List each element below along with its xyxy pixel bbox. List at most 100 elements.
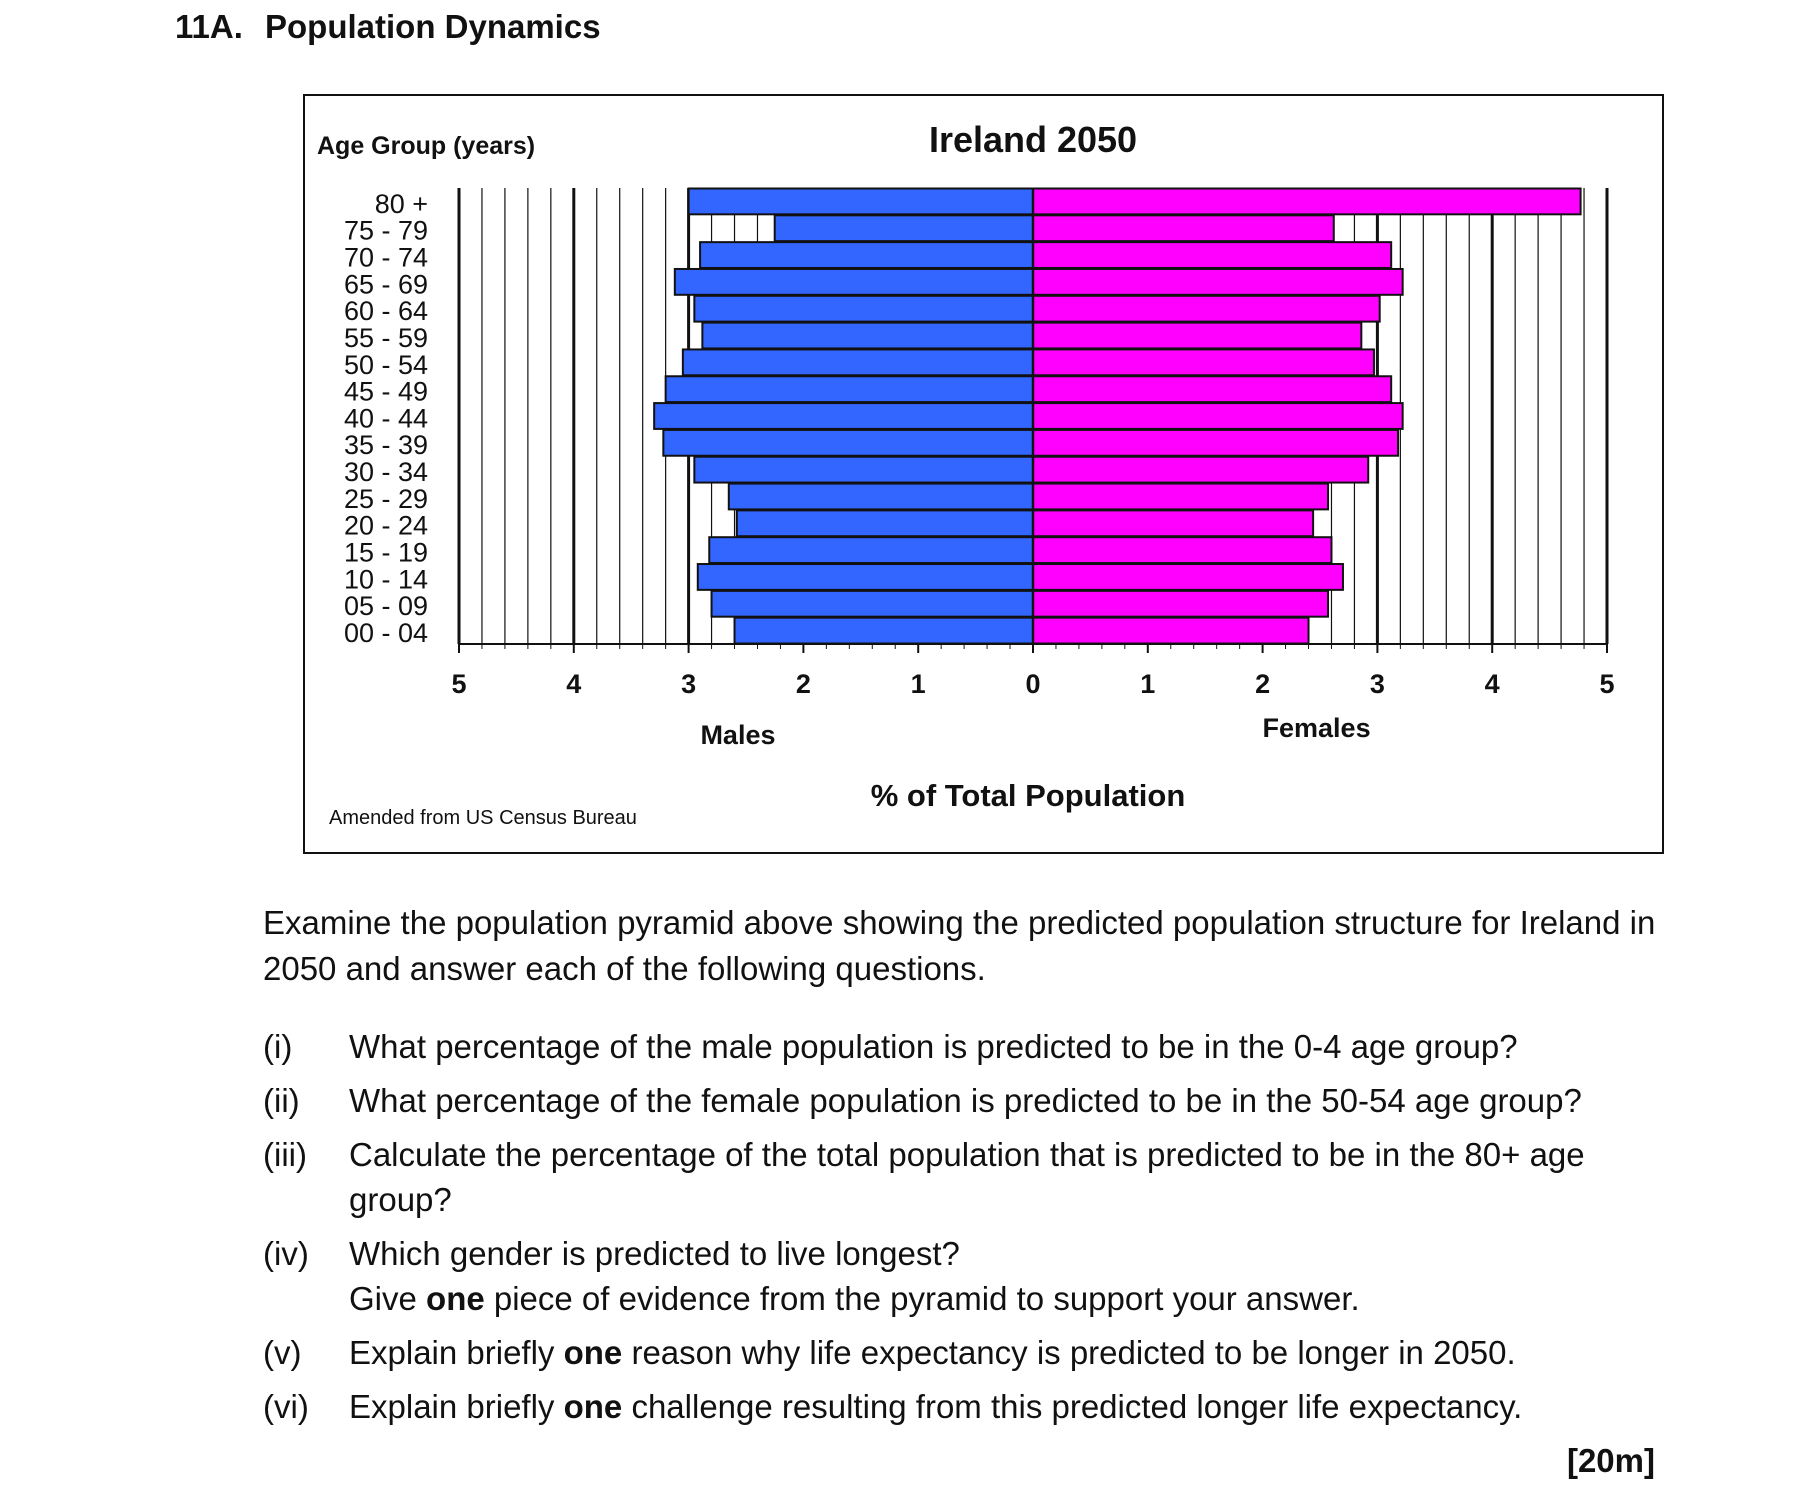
y-axis-title: Age Group (years) — [317, 132, 535, 160]
age-group-label: 00 - 04 — [344, 618, 428, 648]
text-run: reason why life expectancy is predicted … — [622, 1334, 1516, 1371]
age-group-label: 20 - 24 — [344, 511, 428, 541]
question-vi: (vi) Explain briefly one challenge resul… — [263, 1384, 1683, 1429]
age-group-label: 15 - 19 — [344, 538, 428, 568]
male-bar — [733, 616, 1034, 645]
intro-text: Examine the population pyramid above sho… — [263, 904, 1656, 987]
emphasis-text: one — [563, 1334, 623, 1371]
male-bar — [681, 348, 1034, 377]
chart-frame: 80 +75 - 79 70 - 74 65 - 69 60 - 64 55 - 59 5… — [303, 94, 1664, 854]
section-heading: 11A. Population Dynamics — [175, 8, 601, 46]
text-run: Give — [349, 1280, 427, 1317]
male-bar — [699, 241, 1034, 269]
female-bar — [1032, 267, 1404, 296]
marks-total: [20m] — [1566, 1442, 1655, 1479]
x-tick-label: 3 — [1370, 669, 1385, 699]
question-text-2: Give one piece of evidence from the pyra… — [349, 1276, 1683, 1321]
question-text: Calculate the percentage of the total po… — [349, 1136, 1585, 1218]
question-text: Explain briefly one reason why life expe… — [349, 1330, 1683, 1375]
female-bar — [1032, 428, 1400, 457]
x-tick-label: 1 — [1140, 669, 1155, 699]
female-bar — [1032, 214, 1335, 243]
age-group-label: 40 - 44 — [344, 403, 428, 433]
legend-males: Males — [700, 720, 775, 750]
x-axis-title: % of Total Population — [871, 778, 1186, 813]
age-group-label: 80 + — [375, 189, 428, 219]
question-text: Which gender is predicted to live longes… — [349, 1235, 960, 1272]
legend-females: Females — [1263, 713, 1371, 743]
male-bar — [673, 267, 1034, 296]
age-group-label: 25 - 29 — [344, 484, 428, 514]
emphasis-text: one — [426, 1280, 485, 1317]
section-number: 11A. — [175, 8, 243, 45]
x-tick-label: 4 — [566, 669, 581, 699]
male-bar — [773, 214, 1034, 243]
x-tick-label: 2 — [1255, 669, 1270, 699]
age-group-label: 05 - 09 — [344, 591, 428, 621]
male-bar — [710, 589, 1034, 618]
question-number: (iii) — [263, 1136, 307, 1173]
male-bar — [727, 482, 1034, 511]
male-bar — [693, 455, 1034, 484]
question-text: What percentage of the male population i… — [349, 1028, 1518, 1065]
section-title: Population Dynamics — [265, 8, 601, 45]
female-bar — [1032, 294, 1381, 323]
emphasis-text: one — [563, 1388, 623, 1425]
question-list: (i) What percentage of the male populati… — [263, 1024, 1683, 1438]
age-group-label: 60 - 64 — [344, 296, 428, 326]
x-tick-label: 2 — [796, 669, 811, 699]
male-bar — [735, 509, 1034, 538]
age-group-label: 65 - 69 — [344, 269, 428, 299]
x-tick-label: 5 — [451, 669, 466, 699]
female-bar — [1032, 321, 1363, 350]
female-bar — [1032, 187, 1582, 216]
female-bar — [1032, 402, 1404, 430]
question-iv: (iv) Which gender is predicted to live l… — [263, 1231, 1683, 1321]
female-bar — [1032, 241, 1393, 269]
source-note: Amended from US Census Bureau — [329, 807, 637, 829]
male-bar — [693, 294, 1034, 323]
x-tick-label: 4 — [1485, 669, 1500, 699]
female-bar — [1032, 455, 1370, 484]
male-bar — [708, 536, 1034, 565]
age-group-label: 55 - 59 — [344, 323, 428, 353]
male-bar — [662, 428, 1034, 457]
age-group-label: 70 - 74 — [344, 242, 428, 272]
male-bar — [664, 375, 1034, 404]
female-bar — [1032, 482, 1330, 511]
age-group-label: 35 - 39 — [344, 430, 428, 460]
question-iii: (iii) Calculate the percentage of the to… — [263, 1132, 1683, 1222]
female-bar — [1032, 536, 1333, 565]
age-group-label: 10 - 14 — [344, 564, 428, 594]
question-i: (i) What percentage of the male populati… — [263, 1024, 1683, 1069]
male-bar — [653, 402, 1034, 430]
female-bar — [1032, 563, 1344, 591]
text-run: challenge resulting from this predicted … — [622, 1388, 1523, 1425]
question-ii: (ii) What percentage of the female popul… — [263, 1078, 1683, 1123]
question-text: Explain briefly one challenge resulting … — [349, 1384, 1683, 1429]
text-run: piece of evidence from the pyramid to su… — [484, 1280, 1360, 1317]
question-number: (i) — [263, 1028, 293, 1065]
text-run: Explain briefly — [349, 1388, 564, 1425]
male-bar — [696, 563, 1034, 591]
chart-title: Ireland 2050 — [929, 119, 1137, 160]
question-number: (v) — [263, 1334, 302, 1371]
female-bar — [1032, 509, 1315, 538]
question-text: What percentage of the female population… — [349, 1082, 1582, 1119]
question-v: (v) Explain briefly one reason why life … — [263, 1330, 1683, 1375]
female-bar — [1032, 616, 1310, 645]
female-bar — [1032, 348, 1375, 377]
age-group-label: 30 - 34 — [344, 457, 428, 487]
age-group-label: 50 - 54 — [344, 350, 428, 380]
female-bar — [1032, 375, 1393, 404]
x-tick-label: 1 — [911, 669, 926, 699]
question-number: (ii) — [263, 1082, 300, 1119]
text-run: Explain briefly — [349, 1334, 564, 1371]
x-tick-label: 3 — [681, 669, 696, 699]
question-number: (iv) — [263, 1235, 309, 1272]
x-tick-label: 5 — [1599, 669, 1614, 699]
age-group-label: 45 - 49 — [344, 377, 428, 407]
male-bar — [701, 321, 1034, 350]
age-group-label: 75 - 79 — [344, 216, 428, 246]
